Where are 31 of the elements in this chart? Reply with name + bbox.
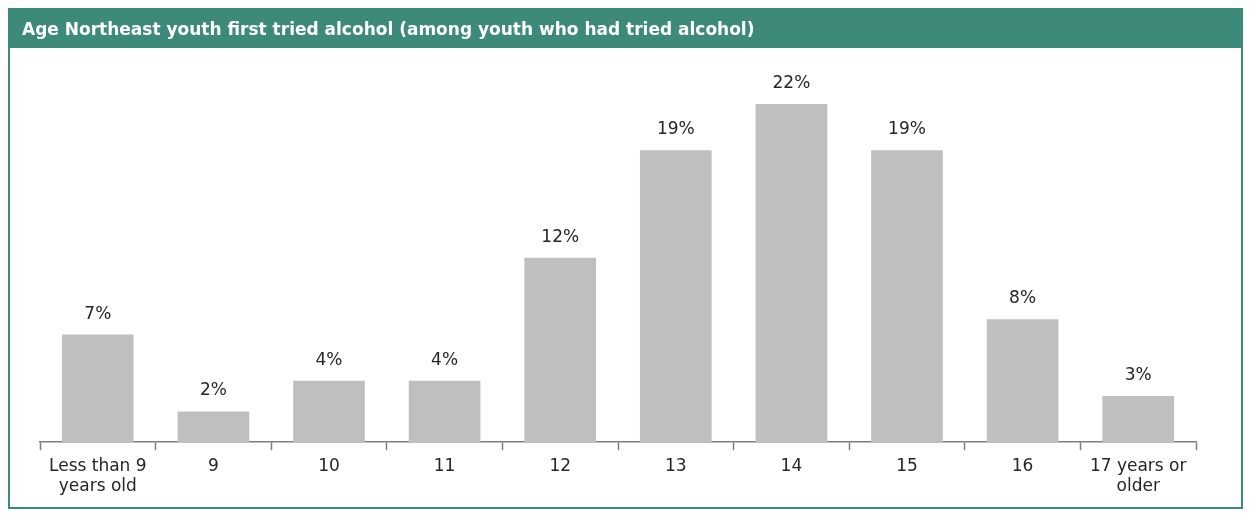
data-label: 4% [431, 348, 459, 369]
data-label: 12% [541, 225, 580, 246]
x-tick-label: 9 [207, 454, 219, 475]
bar [871, 150, 943, 443]
data-label: 2% [199, 379, 227, 400]
chart-title: Age Northeast youth first tried alcohol (among youth who had tried alcohol) [10, 10, 1241, 48]
bar [524, 257, 597, 443]
bar [61, 334, 134, 443]
x-tick-label: 10 [318, 454, 340, 475]
bar [177, 411, 250, 443]
bar [639, 150, 712, 443]
bar [408, 380, 481, 443]
bar [986, 319, 1059, 443]
data-label: 19% [888, 118, 926, 139]
bar [1102, 396, 1175, 443]
data-label: 4% [315, 348, 343, 369]
x-tick-label: Less than 9 years old [49, 454, 147, 496]
bar [293, 380, 365, 443]
x-tick-label: 15 [896, 454, 918, 475]
x-tick-label: 13 [664, 454, 687, 475]
x-tick-label: 16 [1011, 454, 1034, 475]
data-label: 7% [84, 302, 112, 323]
x-tick-label: 14 [780, 454, 803, 475]
x-tick-label: 12 [549, 454, 572, 475]
data-label: 22% [772, 72, 811, 93]
data-label: 3% [1124, 364, 1152, 385]
x-tick-label: 17 years or older [1089, 454, 1187, 496]
data-label: 19% [656, 118, 695, 139]
bar [755, 104, 828, 443]
x-tick-label: 11 [433, 454, 456, 475]
data-label: 8% [1009, 287, 1037, 308]
